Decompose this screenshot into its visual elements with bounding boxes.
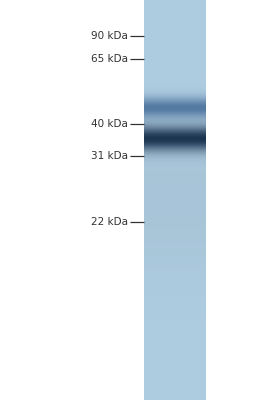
Text: 22 kDa: 22 kDa: [91, 217, 128, 227]
Text: 31 kDa: 31 kDa: [91, 151, 128, 161]
Text: 90 kDa: 90 kDa: [91, 31, 128, 41]
Text: 65 kDa: 65 kDa: [91, 54, 128, 64]
Text: 40 kDa: 40 kDa: [91, 119, 128, 129]
